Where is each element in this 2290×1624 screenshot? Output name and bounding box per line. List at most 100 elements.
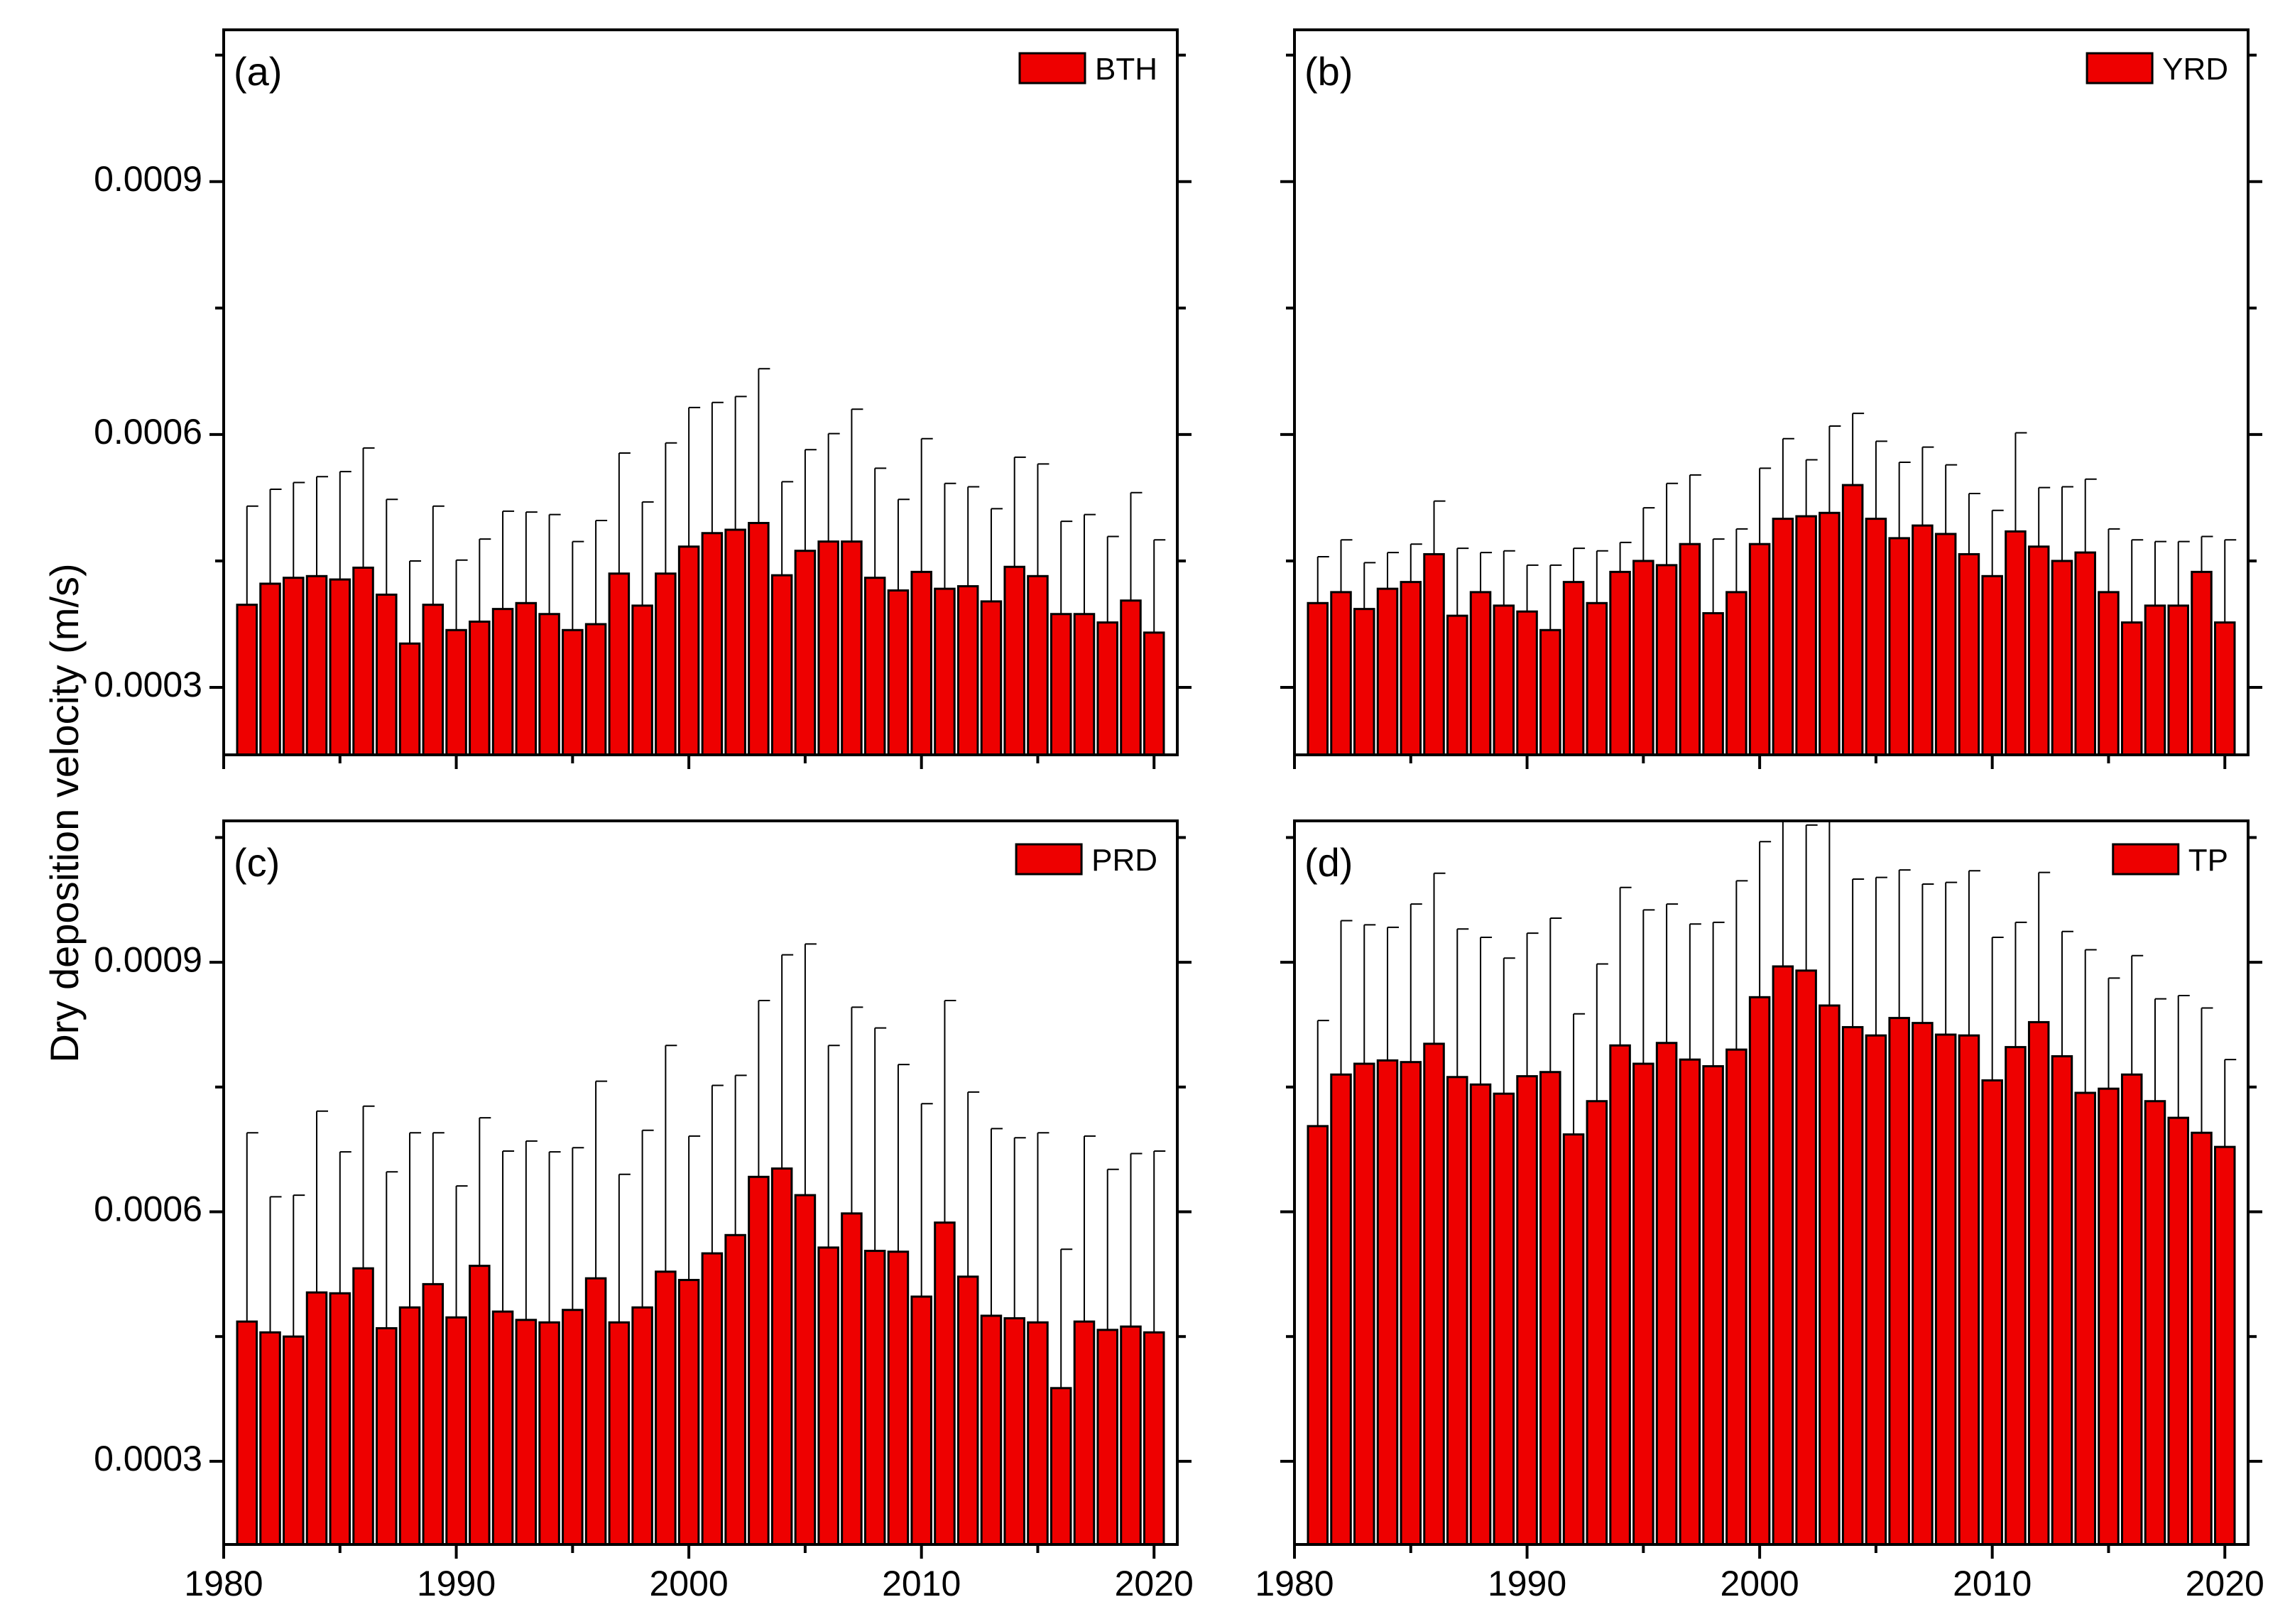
panel-c-bar-2017 — [1074, 1321, 1094, 1544]
panel-a-bar-1989 — [423, 605, 443, 755]
panel-d-bar-2019 — [2192, 1133, 2212, 1544]
panel-c-bar-2004 — [772, 1169, 792, 1544]
panel-b-bar-1988 — [1471, 592, 1490, 755]
panel-d-bar-1996 — [1657, 1043, 1676, 1544]
panel-c-legend-label: PRD — [1091, 843, 1157, 878]
panel-d-legend-label: TP — [2188, 843, 2228, 878]
panel-a-label: (a) — [234, 49, 282, 94]
panel-b-bar-1989 — [1494, 606, 1514, 755]
panel-d-label: (d) — [1304, 840, 1353, 885]
panel-b-label: (b) — [1304, 49, 1353, 94]
panel-a-bar-2012 — [958, 587, 978, 755]
panel-d-bar-2017 — [2145, 1101, 2165, 1544]
panel-b-bar-1990 — [1517, 611, 1537, 755]
panel-b-bar-2005 — [1866, 519, 1886, 755]
panel-c-bar-2006 — [819, 1248, 839, 1544]
panel-c-bar-2007 — [842, 1214, 862, 1544]
panel-c-bar-1992 — [493, 1312, 513, 1544]
panel-d-bar-2013 — [2052, 1056, 2072, 1544]
panel-b-bar-2002 — [1796, 516, 1816, 755]
panel-a-bar-1981 — [237, 605, 257, 755]
panel-d-bar-2007 — [1913, 1023, 1933, 1544]
panel-b-bar-1993 — [1587, 603, 1607, 755]
panel-a-bar-1990 — [447, 630, 467, 755]
panel-d-bar-1993 — [1587, 1101, 1607, 1544]
panel-b-bar-1997 — [1680, 544, 1700, 755]
panel-b-bar-2015 — [2099, 592, 2119, 755]
panel-b-bar-2010 — [1983, 576, 2002, 755]
panel-c-bar-2015 — [1028, 1322, 1048, 1544]
panel-c: 0.00030.00060.00091980 1990 2000 2010 2020(c… — [94, 821, 1194, 1603]
panel-c-label: (c) — [234, 840, 280, 885]
panel-c-xtick-label-2010: 2010 — [882, 1564, 961, 1603]
panel-b-bar-2012 — [2029, 547, 2049, 755]
panel-c-xtick-label-1990: 1990 — [417, 1564, 496, 1603]
panel-d-xtick-label-1990: 1990 — [1488, 1564, 1566, 1603]
panel-c-xtick-label-1980: 1980 — [184, 1564, 263, 1603]
panel-a-bar-1997 — [609, 574, 629, 755]
panel-a-bar-1991 — [470, 621, 490, 755]
panel-b-bar-1995 — [1634, 561, 1654, 755]
panel-a: 0.0003 0.0006 0.0009 (a) BTH — [94, 30, 1192, 769]
panel-a-bar-2011 — [935, 589, 955, 755]
panel-d-bar-1998 — [1703, 1067, 1723, 1544]
panel-d-bar-2015 — [2099, 1089, 2119, 1544]
panel-a-bar-1996 — [586, 624, 606, 755]
panel-d-bar-2001 — [1773, 966, 1793, 1544]
panel-d-bar-1981 — [1308, 1126, 1328, 1544]
panel-a-legend-swatch — [1020, 53, 1085, 83]
panel-a-legend-label: BTH — [1095, 52, 1157, 87]
panel-a-bar-2004 — [772, 575, 792, 755]
panel-c-bar-1986 — [354, 1268, 374, 1544]
panel-d-bar-1994 — [1610, 1045, 1630, 1544]
panel-b-bar-2011 — [2006, 531, 2026, 755]
panel-a-bar-2014 — [1005, 567, 1025, 755]
panel-b-bar-2018 — [2169, 606, 2188, 755]
panel-d-bar-1985 — [1401, 1062, 1421, 1544]
panel-a-bar-2006 — [819, 542, 839, 755]
panel-d-bar-2014 — [2076, 1093, 2095, 1544]
panel-d-bar-2000 — [1750, 997, 1770, 1544]
panel-a-bar-2000 — [679, 547, 699, 755]
panel-c-bar-2018 — [1098, 1330, 1118, 1544]
panel-c-bar-2019 — [1121, 1326, 1141, 1544]
panel-c-ytick-label-2: 0.0009 — [94, 939, 202, 979]
panel-d-bar-2005 — [1866, 1035, 1886, 1544]
panel-b-bar-1985 — [1401, 582, 1421, 755]
panel-c-bar-1997 — [609, 1322, 629, 1544]
panel-c-bar-1985 — [330, 1293, 350, 1544]
panel-b-bar-2008 — [1936, 534, 1956, 755]
panel-c-bar-2002 — [726, 1235, 746, 1544]
panel-c-ytick-label-0: 0.0003 — [94, 1439, 202, 1478]
panel-a-ytick-label-1: 0.0006 — [94, 412, 202, 452]
panel-a-bar-2020 — [1144, 633, 1164, 755]
panel-c-bar-2000 — [679, 1280, 699, 1544]
panel-a-ytick-label-0: 0.0003 — [94, 665, 202, 704]
panel-a-bar-1999 — [656, 574, 676, 755]
panel-b-bar-1996 — [1657, 565, 1676, 755]
panel-c-bar-1996 — [586, 1278, 606, 1544]
panel-c-bar-2009 — [888, 1252, 908, 1544]
panel-d-bar-1991 — [1541, 1072, 1561, 1544]
panel-c-bar-1987 — [377, 1328, 397, 1544]
panel-c-bar-2005 — [795, 1195, 815, 1544]
panel-d-bar-1990 — [1517, 1077, 1537, 1544]
panel-a-bar-2008 — [865, 578, 885, 755]
panel-a-bar-2007 — [842, 542, 862, 755]
panel-a-bar-1994 — [540, 614, 560, 755]
panel-b-bar-2020 — [2215, 623, 2235, 755]
panel-d-bar-1983 — [1355, 1064, 1375, 1544]
panel-b-bar-1991 — [1541, 630, 1561, 755]
panel-c-bar-1999 — [656, 1272, 676, 1544]
panel-b-bar-1984 — [1378, 589, 1397, 755]
panel-b-bar-2004 — [1843, 485, 1863, 755]
panel-c-bar-2008 — [865, 1251, 885, 1544]
panel-a-bar-2010 — [912, 572, 932, 755]
panel-b-bar-2007 — [1913, 525, 1933, 755]
panel-a-bar-1995 — [563, 630, 583, 755]
panel-a-bar-2016 — [1051, 614, 1071, 755]
panel-a-ytick-label-2: 0.0009 — [94, 159, 202, 199]
panel-c-bar-1995 — [563, 1310, 583, 1544]
